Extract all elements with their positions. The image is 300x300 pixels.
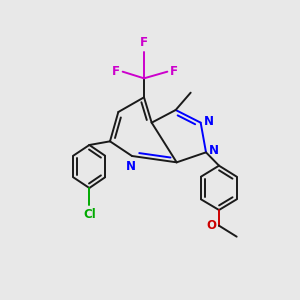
Text: Cl: Cl — [83, 208, 96, 221]
Text: O: O — [207, 219, 217, 232]
Text: N: N — [204, 115, 214, 128]
Text: F: F — [112, 65, 120, 78]
Text: F: F — [140, 36, 148, 49]
Text: N: N — [209, 144, 219, 157]
Text: F: F — [170, 65, 178, 78]
Text: N: N — [125, 160, 136, 172]
